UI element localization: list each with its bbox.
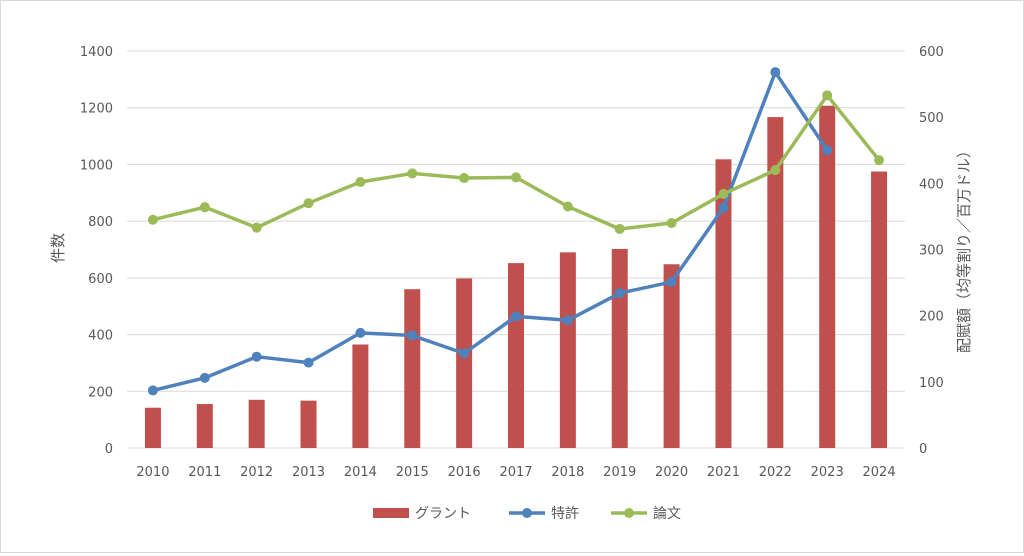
legend-label: グラント	[415, 506, 471, 522]
x-tick-label: 2022	[759, 465, 792, 480]
left-tick-label: 800	[88, 215, 113, 230]
legend-label: 特許	[551, 506, 579, 522]
line-point	[822, 90, 833, 101]
left-tick-label: 400	[88, 329, 113, 344]
bar	[196, 404, 213, 448]
line-point	[666, 276, 677, 287]
line-point	[718, 188, 729, 199]
bar	[144, 407, 161, 448]
bar	[559, 252, 576, 448]
right-tick-label: 500	[919, 111, 944, 126]
x-tick-label: 2010	[136, 465, 169, 480]
right-axis-ticks: 0 100 200 300 400 500 600	[919, 45, 944, 457]
line-patents	[152, 70, 829, 393]
line-point	[614, 223, 625, 234]
bar	[715, 159, 732, 448]
bar	[663, 264, 680, 448]
line-point	[407, 168, 418, 179]
x-tick-label: 2020	[655, 465, 688, 480]
line-point	[147, 214, 158, 225]
legend-swatch-bar	[373, 508, 409, 518]
left-tick-label: 1000	[80, 158, 113, 173]
bar	[248, 399, 265, 448]
left-axis-title: 件数	[49, 233, 67, 263]
x-tick-label: 2017	[499, 465, 532, 480]
x-tick-label: 2024	[863, 465, 896, 480]
line-point	[303, 357, 314, 368]
line-point	[147, 385, 158, 396]
x-tick-label: 2023	[811, 465, 844, 480]
line-point	[459, 348, 470, 359]
line-point	[251, 351, 262, 362]
x-tick-label: 2013	[292, 465, 325, 480]
line-point	[562, 201, 573, 212]
left-tick-label: 600	[88, 272, 113, 287]
line-series	[147, 67, 885, 396]
bar	[300, 400, 317, 448]
line-point	[770, 67, 781, 78]
line-point	[355, 327, 366, 338]
bar	[767, 117, 784, 448]
line-point	[770, 165, 781, 176]
left-tick-label: 1400	[80, 45, 113, 60]
x-tick-label: 2021	[707, 465, 740, 480]
line-point	[822, 145, 833, 156]
left-tick-label: 1200	[80, 102, 113, 117]
x-tick-label: 2011	[188, 465, 221, 480]
right-tick-label: 400	[919, 177, 944, 192]
x-tick-label: 2018	[551, 465, 584, 480]
line-point	[666, 218, 677, 229]
left-tick-label: 200	[88, 385, 113, 400]
line-point	[355, 177, 366, 188]
right-tick-label: 200	[919, 310, 944, 325]
line-point	[511, 311, 521, 322]
line-point	[199, 372, 210, 383]
bar	[508, 263, 524, 448]
line-point	[199, 202, 210, 213]
right-axis-title: 配賦額（均等割り／百万ドル）	[955, 143, 973, 353]
legend-swatch-marker	[624, 508, 634, 518]
line-point	[614, 288, 625, 299]
x-tick-label: 2019	[603, 465, 636, 480]
legend-swatch-marker	[522, 508, 532, 518]
x-axis-ticks: 2010 2011 2012 2013 2014 2015 2016 2017 2018 2019…	[136, 465, 895, 480]
left-axis-ticks: 0 200 400 600 800 1000 1200 1400	[80, 45, 113, 457]
bar	[871, 171, 888, 448]
x-tick-label: 2016	[448, 465, 481, 480]
line-point	[511, 172, 521, 183]
bar	[611, 248, 628, 448]
line-point	[303, 198, 314, 209]
bar	[819, 105, 836, 449]
bar	[404, 289, 421, 448]
x-tick-label: 2014	[344, 465, 377, 480]
right-tick-label: 100	[919, 376, 944, 391]
line-point	[251, 222, 262, 233]
right-tick-label: 600	[919, 45, 944, 60]
x-tick-label: 2015	[396, 465, 429, 480]
line-point	[874, 155, 885, 166]
legend-label: 論文	[653, 506, 681, 522]
line-point	[718, 202, 729, 213]
right-tick-label: 0	[919, 442, 927, 457]
legend: グラント 特許 論文	[373, 506, 681, 522]
bar	[456, 278, 473, 448]
left-tick-label: 0	[105, 442, 113, 457]
line-point	[407, 330, 418, 341]
x-tick-label: 2012	[240, 465, 273, 480]
bar-series-grants	[144, 105, 888, 449]
line-point	[562, 315, 573, 326]
right-tick-label: 300	[919, 244, 944, 259]
bar	[352, 344, 369, 448]
line-point	[459, 173, 470, 184]
